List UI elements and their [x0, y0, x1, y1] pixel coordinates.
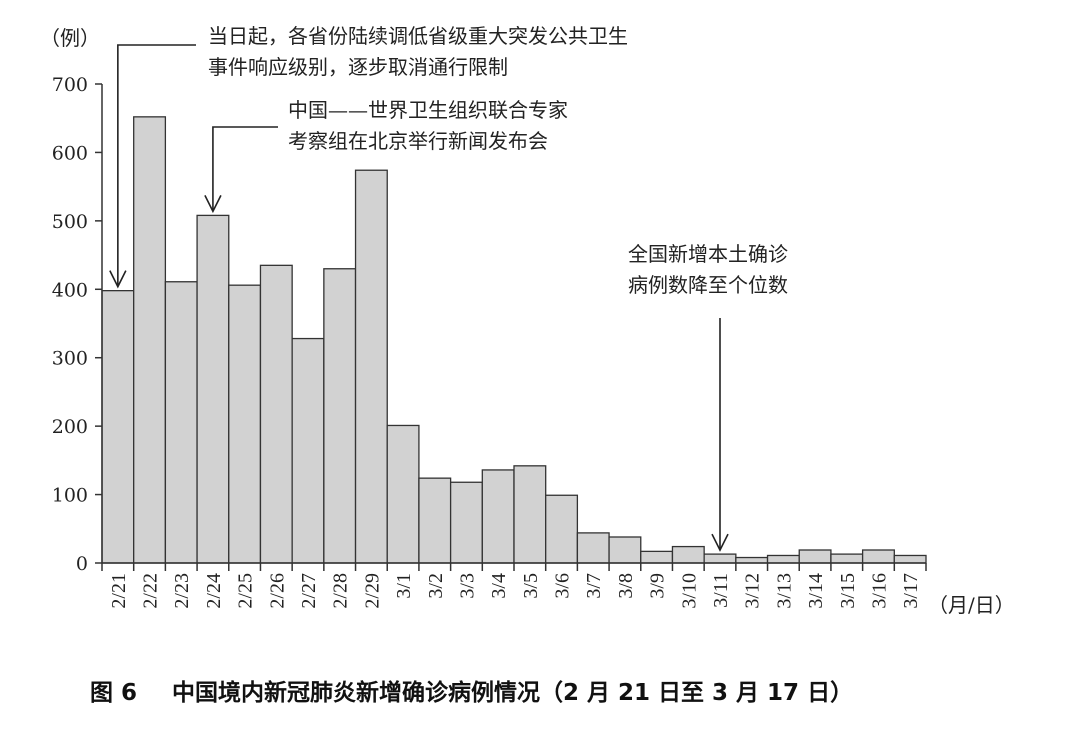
caption-text: 中国境内新冠肺炎新增确诊病例情况（2 月 21 日至 3 月 17 日） — [172, 679, 853, 706]
bar-3-8 — [608, 536, 642, 564]
x-tick-label: 3/2 — [425, 573, 447, 599]
bar-3-3 — [449, 481, 483, 564]
x-tick-label: 3/10 — [678, 573, 700, 609]
y-tick-label: 200 — [52, 416, 88, 438]
x-tick-label: 3/12 — [742, 573, 764, 609]
bar-3-5 — [513, 465, 547, 564]
figure-caption: 图 6 中国境内新冠肺炎新增确诊病例情况（2 月 21 日至 3 月 17 日） — [90, 679, 853, 706]
bar-2-26 — [259, 264, 293, 564]
y-tick-label: 500 — [52, 211, 88, 233]
bar-2-23 — [164, 281, 198, 564]
x-tick-label: 2/22 — [140, 573, 162, 609]
annotation-text-line: 中国——世界卫生组织联合专家 — [288, 98, 568, 122]
bar-2-25 — [228, 284, 262, 564]
bar-3-9 — [640, 550, 674, 564]
bar-2-21 — [101, 290, 135, 564]
annotation-text-line: 考察组在北京举行新闻发布会 — [288, 129, 548, 153]
bar-3-12 — [735, 556, 769, 564]
bar-2-27 — [291, 337, 325, 564]
annotation-text-line: 全国新增本土确诊 — [628, 242, 788, 266]
arrow-head — [711, 533, 729, 552]
bar-3-1 — [386, 424, 420, 564]
x-tick-label: 3/15 — [837, 573, 859, 609]
x-tick-label: 3/3 — [456, 573, 478, 599]
y-tick-label: 600 — [52, 142, 88, 164]
bar-3-11 — [703, 553, 737, 564]
x-tick-label: 2/29 — [361, 573, 383, 609]
arrow-head — [109, 270, 127, 289]
bar-3-4 — [481, 469, 515, 564]
x-tick-label: 3/13 — [773, 573, 795, 609]
x-tick-label: 3/14 — [805, 573, 827, 609]
bar-3-10 — [671, 545, 705, 564]
x-tick-label: 3/9 — [647, 573, 669, 599]
x-tick-label: 2/23 — [171, 573, 193, 609]
bar-2-29 — [354, 169, 388, 564]
bar-3-7 — [576, 532, 610, 564]
bar-3-16 — [861, 549, 895, 564]
y-tick-label: 100 — [52, 485, 88, 507]
x-tick-label: 2/28 — [330, 573, 352, 609]
bar-3-14 — [798, 549, 832, 564]
x-tick-label: 3/8 — [615, 573, 637, 599]
x-tick-label: 2/27 — [298, 573, 320, 609]
annotation-text-line: 事件响应级别，逐步取消通行限制 — [208, 55, 508, 79]
bar-3-15 — [830, 553, 864, 564]
x-tick-label: 2/21 — [108, 573, 130, 609]
x-tick-label: 3/4 — [488, 573, 510, 599]
bar-2-22 — [133, 116, 167, 564]
bar-3-13 — [766, 554, 800, 564]
x-tick-label: 3/5 — [520, 573, 542, 599]
caption-label: 图 6 — [90, 680, 137, 706]
y-tick-label: 700 — [52, 74, 88, 96]
x-tick-label: 3/16 — [868, 573, 890, 609]
bar-2-24 — [196, 214, 230, 564]
x-tick-label: 3/1 — [393, 573, 415, 599]
arrow-line — [117, 44, 196, 287]
x-tick-label: 3/17 — [900, 573, 922, 609]
x-tick-label: 3/11 — [710, 573, 732, 608]
bar-3-17 — [893, 554, 927, 564]
bar-3-2 — [418, 477, 452, 564]
y-axis-unit: （例） — [40, 26, 100, 50]
x-tick-label: 2/25 — [235, 573, 257, 609]
arrow-line — [212, 126, 278, 212]
annotation-text-line: 当日起，各省份陆续调低省级重大突发公共卫生 — [208, 24, 628, 48]
bar-2-28 — [323, 268, 357, 564]
x-tick-label: 3/6 — [552, 573, 574, 599]
x-axis-unit: （月/日） — [928, 593, 1015, 617]
arrow-head — [204, 195, 222, 214]
y-tick-label: 0 — [76, 553, 88, 575]
y-tick-label: 300 — [52, 348, 88, 370]
x-tick-label: 3/7 — [583, 573, 605, 599]
bar-3-6 — [545, 494, 579, 564]
x-tick-label: 2/24 — [203, 573, 225, 609]
x-tick-label: 2/26 — [266, 573, 288, 609]
annotation-text-line: 病例数降至个位数 — [628, 273, 788, 297]
y-tick-label: 400 — [52, 279, 88, 301]
